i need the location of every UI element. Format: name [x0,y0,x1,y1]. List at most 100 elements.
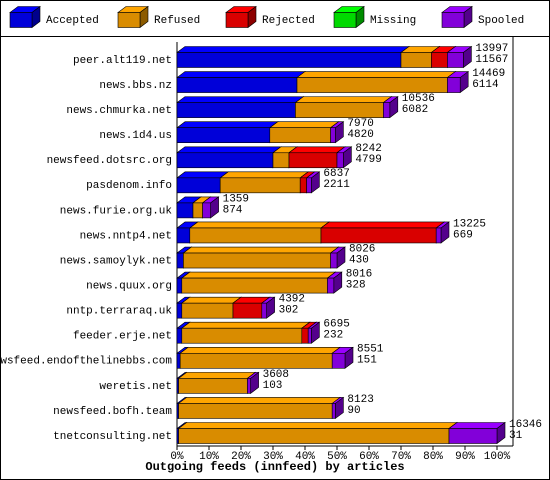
bar-front [176,202,194,219]
bar-segment [294,96,393,119]
bar-front [333,12,357,28]
legend-label: Spooled [478,15,524,27]
annotation: 10536 [402,93,435,105]
bar-top [176,171,230,179]
bar-top [177,397,342,404]
bar-front [202,202,211,219]
bar-front [176,102,296,118]
x-tick-label: 0% [170,451,184,463]
bar-front [330,127,336,143]
annotation: 8026 [349,243,375,255]
bar-front [176,277,183,294]
bar-top [176,121,279,128]
bar-top [288,146,346,154]
annotation: 7970 [347,118,373,130]
bar-front [336,152,344,169]
bar-segment [326,271,343,294]
bar-top [180,321,311,329]
annotation: 11567 [475,54,508,66]
bar-front [269,127,331,143]
y-tick-label: newsfeed.endofthelinebbs.com [0,356,172,368]
bar-front [181,302,234,319]
annotation: 8016 [346,269,372,281]
bar-top [294,96,393,103]
annotation: 151 [357,355,377,367]
bar-front [176,302,183,319]
y-tick-label: news.chmurka.net [66,105,172,117]
bar-front [178,403,333,419]
bar-front [117,12,141,28]
x-tick-label: 70% [391,451,411,463]
bar-segment [446,70,470,94]
bar-front [247,378,251,394]
bar-segment [329,246,346,269]
bar-segment [320,221,446,244]
bar-front [299,177,307,194]
bar-front [183,252,331,269]
bar-front [178,428,450,444]
bar-top [188,221,330,229]
annotation: 6695 [323,319,349,331]
bar-front [178,378,248,394]
bar-segment [176,121,279,144]
annotation: 16346 [509,419,542,431]
annotation: 8242 [355,143,381,155]
bar-segment [331,346,354,369]
bar-front [176,127,271,143]
bar-top [180,271,337,279]
bar-front [447,52,464,68]
bar-top [177,372,257,379]
annotation: 2211 [323,179,350,191]
bar-front [447,77,461,93]
bar-segment [180,296,242,319]
bar-top [268,121,340,128]
bar-segment [180,321,311,344]
annotation: 6837 [323,168,349,180]
annotation: 302 [279,305,299,317]
bar-segment [219,171,310,194]
bar-front [176,77,298,93]
annotation: 6082 [402,104,428,116]
bar-front [176,152,274,169]
bar-front [232,302,263,319]
bar-front [176,52,402,68]
y-tick-label: tnetconsulting.net [53,431,172,443]
bar-segment [446,45,473,69]
bar-front [330,252,338,269]
annotation: 3608 [263,369,289,381]
bar-segment [260,296,276,319]
bar-segment [246,371,260,394]
legend-item: Rejected [225,5,315,29]
bar-top [176,46,410,53]
bar-top [182,246,340,254]
y-tick-label: newsfeed.dotsrc.org [47,155,172,167]
bar-top [219,171,310,179]
bar-top [448,422,506,429]
annotation: 13225 [453,218,486,230]
bar-top [296,71,457,78]
y-tick-label: nntp.terraraq.uk [66,306,172,318]
bar-front [331,403,336,419]
x-tick-label: 80% [423,451,443,463]
bar-front [441,12,465,28]
bar-segment [177,371,257,394]
annotation: 8123 [347,394,373,406]
bar-segment [177,421,458,445]
bar-front [307,327,312,344]
annotation: 31 [509,430,523,442]
legend-label: Refused [154,15,200,27]
bar-segment [176,96,305,119]
bar-front [383,102,391,118]
bar-segment [307,321,321,344]
y-tick-label: news.nntp4.net [80,230,172,242]
legend-label: Missing [370,15,416,27]
y-tick-label: news.furie.org.uk [60,205,173,217]
bar-front [331,352,346,369]
legend-item: Missing [333,5,416,29]
y-tick-label: pasdenom.info [86,180,172,192]
bar-front [176,227,191,244]
bar-segment [179,346,342,369]
annotation: 90 [347,405,360,417]
y-tick-label: news.bbs.nz [99,80,172,92]
